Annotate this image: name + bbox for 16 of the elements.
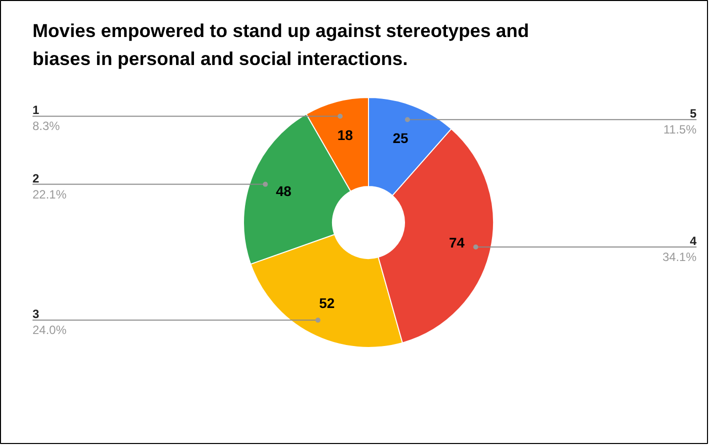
data-label: 18 (337, 127, 354, 144)
slice-label: 5 (690, 106, 697, 121)
text: 22.1% (32, 187, 67, 202)
text: 11.5% (663, 122, 697, 137)
chart-title: Movies empowered to stand up against stereotypes and biases in personal and social interactions. (32, 20, 530, 69)
slice-label: 1 (32, 103, 40, 118)
text: 24.0% (32, 323, 67, 338)
text: 34.1% (662, 250, 697, 264)
slice-label: 2 (32, 171, 40, 186)
text: 8.3% (32, 119, 60, 134)
data-label: 48 (276, 183, 292, 200)
data-label: 25 (392, 130, 409, 146)
data-label: 74 (448, 234, 465, 251)
slice-label: 3 (32, 307, 40, 322)
data-label: 52 (319, 294, 335, 311)
slice-label: 4 (690, 234, 697, 248)
